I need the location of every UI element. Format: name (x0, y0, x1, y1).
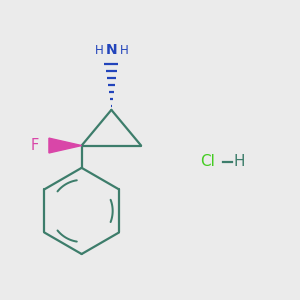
Text: F: F (30, 138, 38, 153)
Text: H: H (94, 44, 103, 57)
Polygon shape (49, 138, 82, 153)
Text: H: H (119, 44, 128, 57)
Text: Cl: Cl (200, 154, 215, 169)
Text: N: N (106, 43, 117, 57)
Text: H: H (233, 154, 245, 169)
